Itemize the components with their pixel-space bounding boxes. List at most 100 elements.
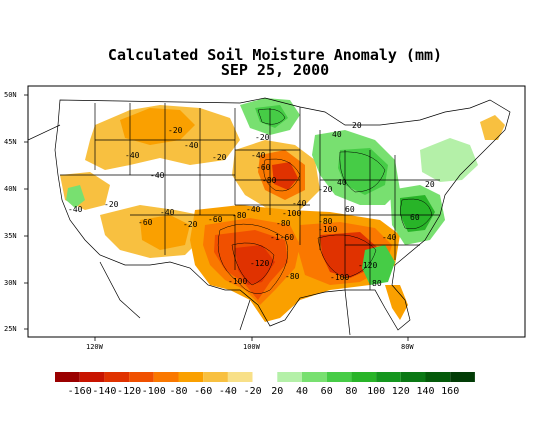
contour-label: -120 — [250, 259, 269, 268]
legend-label: -20 — [244, 386, 262, 397]
anomaly-region-florida-dry — [385, 285, 408, 320]
legend-label: 120 — [392, 386, 410, 397]
legend-color-box — [400, 372, 426, 382]
legend-color-box — [55, 372, 80, 382]
state-lines-central — [234, 107, 310, 270]
lon-label-120w: 120W — [86, 343, 104, 351]
legend-color-box — [79, 372, 105, 382]
legend-color-box — [302, 372, 327, 382]
legend-color-box — [203, 372, 228, 382]
canada-mexico-lines — [28, 124, 351, 336]
map-title: Calculated Soil Moisture Anomaly (mm) — [107, 46, 443, 64]
contour-value-labels: -20 -40 -40 -20 -40 -20 -40 -40 -60 -20 … — [68, 121, 435, 288]
contour-label: -40 — [246, 205, 261, 214]
contour-label: -80 — [232, 211, 247, 220]
contour-label: -80 — [318, 217, 333, 226]
lat-label-50n: 50N — [4, 91, 17, 99]
legend-color-box — [425, 372, 451, 382]
contour-label: 40 — [337, 178, 347, 187]
map-date: SEP 25, 2000 — [220, 61, 330, 79]
legend-color-box — [153, 372, 179, 382]
legend-color-box — [450, 372, 475, 382]
contour-label: 40 — [332, 130, 342, 139]
contour-label: -100 — [318, 225, 337, 234]
legend-color-bar — [55, 372, 475, 382]
contour-label: 80 — [372, 279, 382, 288]
legend-color-box — [227, 372, 253, 382]
legend-label: -80 — [169, 386, 187, 397]
legend-color-box — [277, 372, 302, 382]
anomaly-region-new-england-wet — [420, 138, 478, 182]
contour-label: -20 — [104, 200, 119, 209]
contour-label: -60 — [256, 163, 271, 172]
legend-color-box — [252, 372, 278, 382]
anomaly-region-northeast-dry — [480, 115, 505, 140]
contour-label: -40 — [160, 208, 175, 217]
contour-label: 60 — [345, 205, 355, 214]
anomaly-region-northwest-wet — [66, 185, 85, 208]
lon-label-100w: 100W — [243, 343, 261, 351]
state-lines-west — [60, 103, 236, 255]
contour-label: -20 — [168, 126, 183, 135]
lat-label-35n: 35N — [4, 232, 17, 240]
legend-color-box — [326, 372, 352, 382]
lat-axis: 50N 45N 40N 35N 30N 25N — [4, 91, 28, 333]
legend-labels: -160 -140 -120 -100 -80 -60 -40 -20 20 40 60 80 100 1… — [68, 386, 460, 397]
contour-label: 20 — [352, 121, 362, 130]
contour-label: -60 — [208, 215, 223, 224]
anomaly-region-midwest-peak — [272, 162, 298, 190]
legend-color-box — [178, 372, 204, 382]
contour-label: -40 — [251, 151, 266, 160]
anomaly-region-northern-plains-dry — [120, 108, 195, 145]
legend-color-box — [376, 372, 401, 382]
legend-label: -140 — [92, 386, 116, 397]
contour-label: -40 — [68, 205, 83, 214]
contour-lines — [217, 108, 433, 294]
legend-label: 40 — [296, 386, 308, 397]
contour-label: -100 — [228, 277, 247, 286]
contour-label: -60 — [138, 218, 153, 227]
contour-label: 60 — [410, 213, 420, 222]
contour-label: -120 — [358, 261, 377, 270]
lon-axis: 120W 100W 80W — [86, 337, 414, 351]
contour-label: -40 — [184, 141, 199, 150]
legend-label: -120 — [117, 386, 141, 397]
contour-label: -80 — [285, 272, 300, 281]
legend-label: -40 — [219, 386, 237, 397]
lat-label-25n: 25N — [4, 325, 17, 333]
contour-label: -20 — [318, 185, 333, 194]
legend: -160 -140 -120 -100 -80 -60 -40 -20 20 40 60 80 100 1… — [55, 372, 475, 397]
legend-label: 60 — [321, 386, 333, 397]
legend-label: -100 — [142, 386, 166, 397]
contour-label: -1-60 — [270, 233, 294, 242]
contour-label: -80 — [262, 176, 277, 185]
map-frame — [27, 85, 526, 338]
legend-label: 100 — [367, 386, 385, 397]
lon-label-80w: 80W — [401, 343, 414, 351]
contour-label: -20 — [212, 153, 227, 162]
lat-label-30n: 30N — [4, 279, 17, 287]
legend-color-box — [129, 372, 154, 382]
legend-label: 140 — [416, 386, 434, 397]
contour-label: -80 — [276, 219, 291, 228]
contour-label: -100 — [282, 209, 301, 218]
legend-label: 80 — [345, 386, 357, 397]
legend-color-box — [351, 372, 377, 382]
contour-label: -40 — [382, 233, 397, 242]
anomaly-region-texas-max — [235, 245, 275, 285]
lat-label-40n: 40N — [4, 185, 17, 193]
contour-label: -20 — [183, 220, 198, 229]
contour-label: -100 — [330, 273, 349, 282]
legend-label: 20 — [271, 386, 283, 397]
contour-label: 20 — [425, 180, 435, 189]
legend-label: -60 — [194, 386, 212, 397]
contour-label: -40 — [125, 151, 140, 160]
contour-label: -40 — [292, 199, 307, 208]
contour-label: -40 — [150, 171, 165, 180]
legend-label: 160 — [441, 386, 459, 397]
legend-label: -160 — [68, 386, 92, 397]
us-border-outline — [54, 97, 511, 331]
contour-label: -20 — [255, 133, 270, 142]
